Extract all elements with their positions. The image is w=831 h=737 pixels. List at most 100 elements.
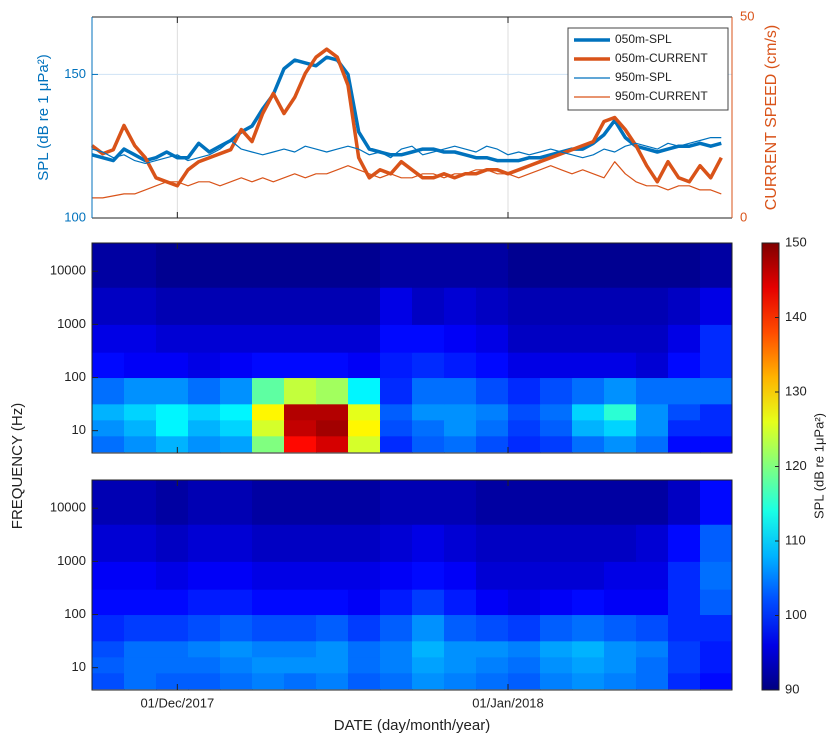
heat-cell: [700, 614, 733, 642]
heat-cell: [572, 324, 605, 353]
heat-cell: [700, 524, 733, 562]
heat-cell: [604, 243, 637, 288]
heat-cell: [636, 287, 669, 325]
heat-cell: [572, 672, 605, 690]
heat-cell: [668, 377, 701, 405]
heat-cell: [188, 287, 221, 325]
heat-cell: [540, 287, 573, 325]
heat-cell: [92, 403, 125, 421]
heat-cell: [412, 640, 445, 658]
heat-cell: [476, 672, 509, 690]
heat-cell: [412, 352, 445, 379]
heat-cell: [508, 419, 541, 437]
heat-cell: [604, 589, 637, 616]
heat-cell: [220, 640, 253, 658]
heat-cell: [284, 403, 317, 421]
heat-cell: [316, 435, 349, 453]
heat-cell: [284, 419, 317, 437]
colorbar-tick-label: 110: [785, 532, 806, 547]
heat-cell: [220, 656, 253, 674]
heat-cell: [444, 419, 477, 437]
heat-cell: [700, 403, 733, 421]
heat-cell: [92, 589, 125, 616]
heat-cell: [636, 672, 669, 690]
heat-cell: [188, 561, 221, 590]
heat-cell: [348, 352, 381, 379]
heat-cell: [156, 614, 189, 642]
heat-cell: [444, 435, 477, 453]
heat-cell: [220, 403, 253, 421]
y-tick-label: 150: [64, 66, 86, 81]
heat-cell: [252, 352, 285, 379]
heat-cell: [412, 614, 445, 642]
heat-cell: [188, 589, 221, 616]
heat-cell: [668, 403, 701, 421]
heat-cell: [444, 324, 477, 353]
heat-cell: [124, 243, 157, 288]
heat-cell: [220, 480, 253, 525]
heat-cell: [572, 352, 605, 379]
heat-cell: [604, 480, 637, 525]
heat-cell: [252, 480, 285, 525]
heat-cell: [188, 672, 221, 690]
heat-cell: [220, 561, 253, 590]
heat-cell: [636, 324, 669, 353]
heat-cell: [604, 672, 637, 690]
heat-cell: [412, 243, 445, 288]
heat-cell: [572, 614, 605, 642]
heat-cell: [316, 524, 349, 562]
heat-cell: [540, 324, 573, 353]
heat-cell: [252, 287, 285, 325]
heat-cell: [572, 589, 605, 616]
heat-cell: [284, 324, 317, 353]
heat-cell: [508, 243, 541, 288]
heat-cell: [316, 403, 349, 421]
heat-cell: [668, 243, 701, 288]
heat-cell: [380, 656, 413, 674]
heat-cell: [508, 287, 541, 325]
heat-cell: [252, 435, 285, 453]
heat-cell: [572, 403, 605, 421]
heat-cell: [508, 614, 541, 642]
heat-cell: [252, 524, 285, 562]
heat-cell: [316, 614, 349, 642]
heat-cell: [124, 287, 157, 325]
heat-cell: [700, 377, 733, 405]
heat-cell: [444, 656, 477, 674]
heat-cell: [540, 377, 573, 405]
heat-cell: [508, 480, 541, 525]
heat-cell: [220, 352, 253, 379]
heat-cell: [476, 480, 509, 525]
heat-cell: [604, 403, 637, 421]
heat-cell: [124, 656, 157, 674]
colorbar-tick-label: 130: [785, 383, 807, 398]
heat-cell: [92, 656, 125, 674]
heat-cell: [636, 524, 669, 562]
heat-cell: [700, 324, 733, 353]
colorbar-tick-label: 120: [785, 458, 807, 473]
y-tick-label: 1000: [57, 553, 86, 568]
heat-cell: [412, 435, 445, 453]
heat-cell: [92, 640, 125, 658]
heat-cell: [156, 352, 189, 379]
heat-cell: [348, 656, 381, 674]
heat-cell: [508, 524, 541, 562]
heat-cell: [572, 561, 605, 590]
heat-cell: [124, 324, 157, 353]
colorbar-tick-label: 150: [785, 234, 807, 249]
colorbar-tick-label: 100: [785, 607, 807, 622]
heat-cell: [572, 435, 605, 453]
colorbar-tick-label: 140: [785, 309, 807, 324]
y-axis-label: SPL (dB re 1 μPa²): [35, 54, 52, 180]
heat-cell: [700, 589, 733, 616]
legend-label: 050m-SPL: [615, 32, 672, 46]
heat-cell: [412, 419, 445, 437]
heat-cell: [412, 480, 445, 525]
heat-cell: [540, 656, 573, 674]
heat-cell: [252, 672, 285, 690]
heat-cell: [668, 589, 701, 616]
heat-cell: [156, 419, 189, 437]
heat-cell: [156, 403, 189, 421]
legend-label: 950m-SPL: [615, 70, 672, 84]
heat-cell: [668, 352, 701, 379]
